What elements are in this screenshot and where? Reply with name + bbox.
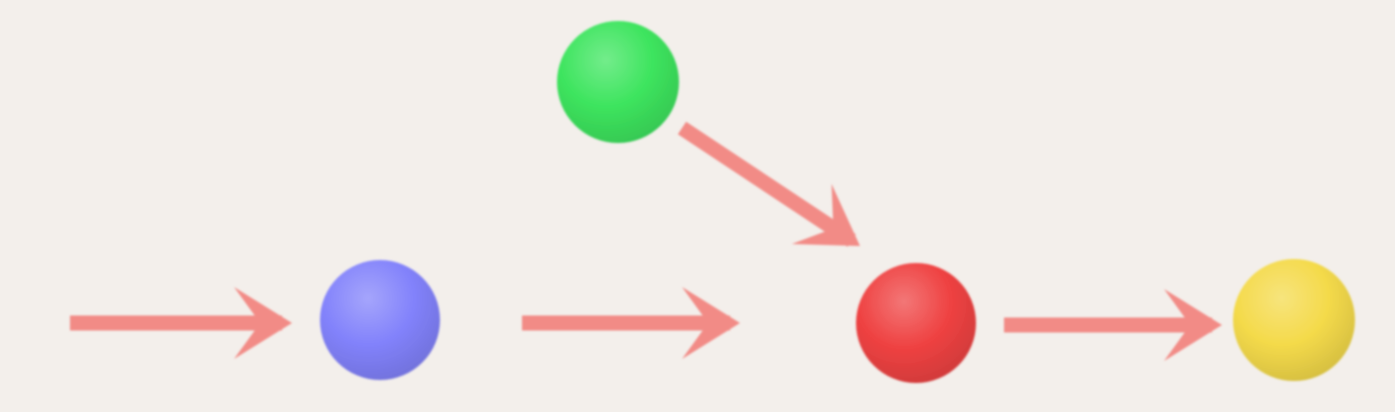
blue-node	[320, 260, 440, 380]
yellow-node	[1233, 259, 1355, 381]
red-to-yellow-arrow	[1004, 289, 1222, 361]
arrow-head	[682, 287, 740, 359]
arrow-head	[234, 287, 292, 359]
green-node	[557, 21, 679, 143]
nodes-layer	[320, 21, 1355, 383]
blue-to-red-arrow	[522, 287, 740, 359]
edges-layer	[70, 121, 1222, 361]
red-node	[856, 263, 976, 383]
arrow-head	[791, 183, 860, 246]
arrow-shaft	[677, 121, 856, 247]
arrow-head	[1164, 289, 1222, 361]
entry-arrow	[70, 287, 292, 359]
green-to-red-arrow	[677, 121, 860, 247]
